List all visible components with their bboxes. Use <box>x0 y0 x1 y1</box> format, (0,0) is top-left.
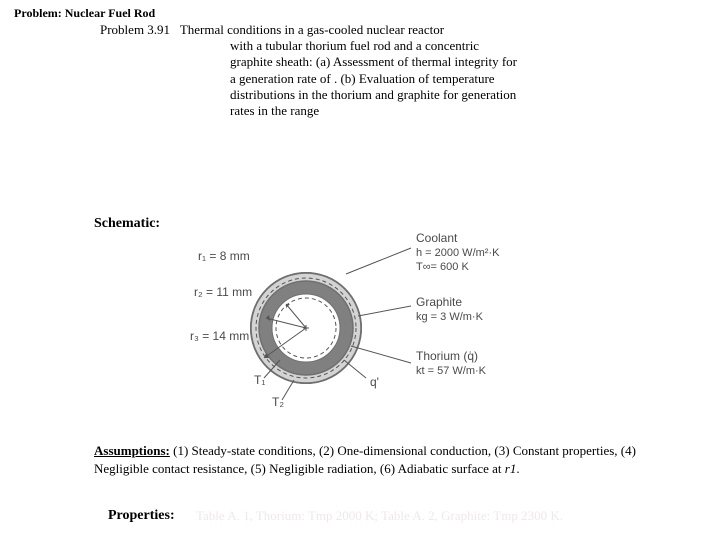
assumptions-lead: Assumptions: <box>94 443 170 458</box>
schematic-diagram: r₁ = 8 mm r₂ = 11 mm r₃ = 14 mm T₁ T₂ q'… <box>186 228 526 428</box>
assumptions-text: (1) Steady-state conditions, (2) One-dim… <box>94 443 636 476</box>
assumptions-block: Assumptions: (1) Steady-state conditions… <box>94 442 654 477</box>
properties-faded-text: Table A. 1, Thorium: Tmp 2000 K; Table A… <box>196 508 563 524</box>
page-title: Problem: Nuclear Fuel Rod <box>14 6 155 21</box>
r1-label: r₁ = 8 mm <box>198 249 250 263</box>
r2-label: r₂ = 11 mm <box>194 285 252 299</box>
properties-heading: Properties: <box>108 508 175 524</box>
graphite-title: Graphite <box>416 295 462 309</box>
known-line1: Thermal conditions in a gas-cooled nucle… <box>180 22 444 37</box>
assumptions-period: . <box>516 461 519 476</box>
T2-label: T₂ <box>272 395 284 409</box>
thorium-title: Thorium (q̇) <box>416 349 478 363</box>
qprime-label: q' <box>370 375 379 389</box>
known-continuation: with a tubular thorium fuel rod and a co… <box>230 38 520 119</box>
coolant-h: h = 2000 W/m²·K <box>416 247 500 259</box>
thorium-k: kt = 57 W/m·K <box>416 365 487 377</box>
graphite-k: kg = 3 W/m·K <box>416 311 484 323</box>
assumptions-r1: r1 <box>505 461 517 476</box>
coolant-T: T∞= 600 K <box>416 261 469 273</box>
r3-label: r₃ = 14 mm <box>190 329 249 343</box>
schematic-heading: Schematic: <box>94 216 160 232</box>
problem-label: Problem 3.91 <box>100 22 170 37</box>
T1-label: T₁ <box>254 373 265 387</box>
coolant-title: Coolant <box>416 231 458 245</box>
known-block: Problem 3.91 Thermal conditions in a gas… <box>100 22 600 119</box>
